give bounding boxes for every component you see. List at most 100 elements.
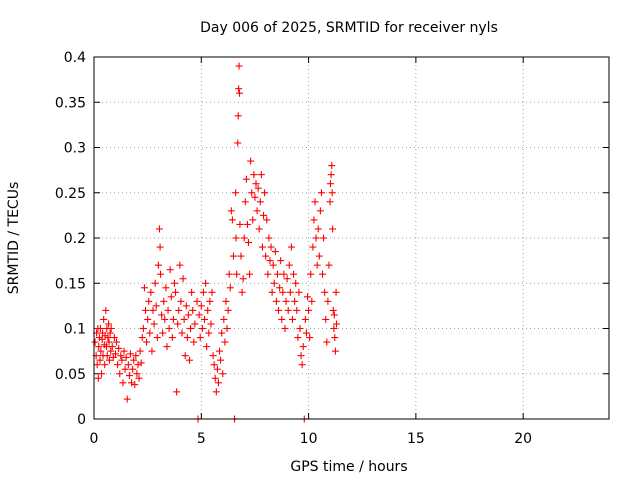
plot-frame — [93, 56, 610, 420]
data-point-marker — [118, 356, 126, 364]
data-point-marker — [290, 270, 298, 278]
data-point-marker — [249, 216, 257, 224]
data-point-marker — [103, 352, 111, 360]
data-point-marker — [254, 184, 262, 192]
data-point-marker — [235, 89, 243, 97]
data-point-marker — [98, 370, 106, 378]
data-point-marker — [182, 302, 190, 310]
data-point-marker — [166, 266, 174, 274]
data-point-marker — [271, 248, 279, 256]
data-point-marker — [207, 320, 215, 328]
data-point-marker — [312, 234, 320, 242]
data-point-marker — [219, 370, 227, 378]
y-tick-label: 0.25 — [55, 186, 86, 202]
data-point-marker — [133, 370, 141, 378]
data-point-marker — [268, 288, 276, 296]
data-point-marker — [169, 315, 177, 323]
data-point-marker — [276, 284, 284, 292]
data-point-marker — [252, 180, 260, 188]
data-point-marker — [143, 338, 151, 346]
data-point-marker — [235, 62, 243, 70]
tick-labels: 0 5 10 15 20 0 0.05 0.1 0.15 0.2 0.25 0.3 0.35 0.4 — [55, 50, 532, 447]
data-point-marker — [287, 243, 295, 251]
data-point-marker — [288, 315, 296, 323]
data-point-marker — [154, 261, 162, 269]
data-point-marker — [317, 189, 325, 197]
data-point-marker — [237, 252, 245, 260]
data-point-marker — [185, 356, 193, 364]
data-point-marker — [304, 293, 312, 301]
data-point-marker — [137, 359, 145, 367]
data-point-marker — [162, 284, 170, 292]
y-tick-label: 0.4 — [64, 50, 86, 66]
data-point-marker — [222, 297, 230, 305]
data-point-marker — [111, 350, 119, 358]
data-point-marker — [134, 361, 142, 369]
data-point-marker — [266, 257, 274, 265]
data-point-marker — [285, 261, 293, 269]
data-point-marker — [246, 270, 254, 278]
data-point-marker — [146, 329, 154, 337]
data-point-marker — [227, 207, 235, 215]
y-tick-label: 0.2 — [64, 231, 86, 247]
data-point-marker — [139, 325, 147, 332]
data-point-marker — [209, 352, 217, 360]
data-point-marker — [263, 216, 271, 224]
data-point-marker — [332, 320, 340, 328]
data-point-marker — [267, 243, 275, 251]
y-tick-label: 0.05 — [55, 367, 86, 383]
data-point-marker — [100, 315, 108, 323]
data-point-marker — [155, 225, 163, 233]
data-point-marker — [327, 171, 335, 179]
data-point-marker — [130, 356, 138, 364]
data-point-marker — [217, 356, 225, 364]
data-point-marker — [278, 315, 286, 323]
data-point-marker — [301, 315, 309, 323]
data-point-marker — [159, 329, 167, 337]
data-point-marker — [277, 257, 285, 265]
y-tick-label: 0.1 — [64, 322, 86, 338]
data-point-marker — [167, 293, 175, 301]
data-point-marker — [116, 370, 124, 378]
data-point-marker — [319, 270, 327, 278]
data-point-marker — [142, 306, 149, 314]
data-point-marker — [305, 306, 313, 314]
data-point-marker — [181, 352, 189, 360]
data-point-marker — [232, 234, 240, 242]
data-point-marker — [197, 302, 205, 310]
data-point-marker — [184, 311, 192, 319]
data-point-marker — [324, 297, 332, 305]
y-axis-title: SRMTID / TECUs — [6, 182, 22, 295]
data-point-marker — [148, 347, 156, 355]
x-tick-label: 20 — [514, 431, 532, 447]
data-point-marker — [257, 171, 265, 179]
data-point-marker — [253, 207, 261, 215]
data-point-marker — [98, 335, 106, 343]
data-point-marker — [218, 329, 226, 337]
data-point-marker — [208, 288, 216, 296]
data-point-marker — [225, 270, 233, 278]
data-point-marker — [310, 216, 318, 224]
data-point-marker — [212, 388, 220, 396]
data-point-marker — [135, 374, 143, 382]
data-point-marker — [168, 334, 176, 342]
y-tick-label: 0.15 — [55, 276, 86, 292]
data-point-marker — [286, 288, 294, 296]
data-point-marker — [228, 216, 236, 224]
data-point-marker — [260, 211, 268, 219]
data-point-marker — [264, 270, 272, 278]
data-point-marker — [122, 353, 130, 361]
data-point-marker — [240, 234, 248, 242]
data-point-marker — [152, 302, 160, 310]
data-point-marker — [105, 356, 113, 364]
data-point-marker — [313, 261, 321, 269]
data-point-marker — [205, 329, 213, 337]
data-point-marker — [270, 279, 278, 287]
data-point-marker — [311, 198, 319, 206]
data-point-marker — [248, 189, 256, 197]
data-point-marker — [136, 347, 144, 355]
data-point-marker — [165, 325, 173, 332]
data-point-marker — [101, 361, 109, 369]
data-point-marker — [198, 325, 206, 332]
data-point-marker — [105, 338, 113, 346]
